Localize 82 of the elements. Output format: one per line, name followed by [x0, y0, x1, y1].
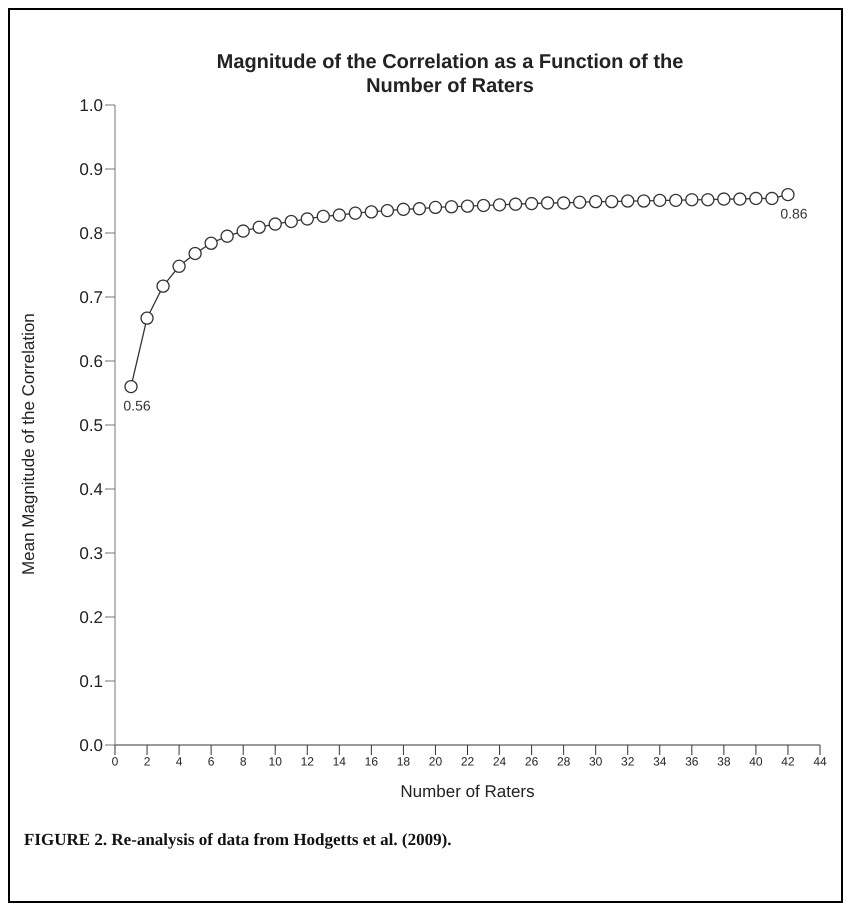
x-tick-label: 18	[396, 754, 410, 769]
point	[476, 198, 490, 212]
point	[669, 194, 682, 208]
point	[556, 196, 570, 210]
point	[733, 192, 747, 206]
point	[605, 194, 618, 208]
x-tick-label: 36	[685, 754, 699, 769]
y-tick-label: 0.8	[79, 224, 103, 244]
point	[156, 279, 170, 293]
x-axis-title: Number of Raters	[400, 782, 535, 801]
point	[749, 192, 763, 206]
point	[460, 199, 474, 213]
point	[332, 208, 346, 222]
x-tick-label: 2	[144, 754, 151, 769]
y-axis-title: Mean Magnitude of the Correlation	[19, 313, 38, 575]
point	[380, 204, 394, 218]
point	[140, 311, 154, 325]
point	[412, 202, 426, 216]
point	[573, 196, 586, 209]
x-tick-label: 12	[300, 754, 314, 769]
x-tick-label: 0	[112, 754, 119, 769]
point	[188, 246, 202, 260]
x-tick-label: 32	[621, 754, 635, 769]
chart-title: Magnitude of the Correlation as a Function of the Number of Raters	[216, 50, 684, 98]
x-tick-label: 26	[524, 754, 539, 769]
x-tick-label: 38	[717, 754, 731, 769]
point	[316, 210, 330, 224]
point	[765, 192, 779, 206]
point	[540, 196, 554, 210]
y-tick-label: 0.4	[79, 480, 103, 500]
y-tick-label: 0.2	[79, 608, 103, 628]
x-tick-label: 10	[268, 754, 282, 769]
point	[172, 260, 186, 273]
point	[428, 200, 442, 214]
point	[524, 196, 538, 210]
y-tick-label: 1.0	[79, 96, 103, 116]
x-tick-label: 30	[589, 754, 603, 769]
point	[284, 214, 298, 228]
x-tick-label: 16	[364, 754, 378, 769]
x-tick-label: 44	[813, 754, 827, 769]
point	[653, 194, 666, 208]
x-tick-label: 8	[240, 754, 247, 769]
y-tick-label: 0.1	[79, 672, 103, 692]
point	[621, 194, 634, 208]
point	[300, 212, 314, 226]
y-tick-label: 0.9	[79, 160, 103, 180]
x-tick-label: 4	[176, 754, 183, 769]
point	[701, 193, 714, 206]
data-label: 0.56	[123, 398, 151, 414]
point	[589, 194, 602, 208]
point	[204, 236, 218, 250]
point	[492, 198, 506, 212]
x-tick-label: 14	[332, 754, 346, 769]
point	[236, 224, 250, 238]
y-tick-label: 0.6	[79, 352, 103, 372]
point	[444, 200, 458, 214]
y-tick-label: 0.5	[79, 416, 103, 436]
x-tick-label: 22	[460, 754, 474, 769]
y-tick-label: 0.0	[79, 736, 103, 756]
point	[252, 220, 266, 234]
y-tick-label: 0.3	[79, 544, 103, 564]
point	[348, 206, 362, 220]
x-tick-label: 28	[556, 754, 571, 769]
y-tick-label: 0.7	[79, 288, 103, 308]
point	[220, 230, 234, 243]
x-tick-label: 24	[492, 754, 507, 769]
point	[124, 380, 138, 394]
point	[637, 194, 650, 208]
point	[717, 192, 731, 206]
x-tick-label: 42	[781, 754, 795, 769]
point	[781, 188, 795, 202]
point	[685, 193, 698, 206]
x-tick-label: 40	[749, 754, 763, 769]
data-label: 0.86	[780, 206, 808, 222]
point	[364, 205, 378, 219]
x-tick-label: 34	[653, 754, 667, 769]
point	[396, 202, 410, 216]
x-tick-label: 20	[428, 754, 442, 769]
point	[268, 217, 282, 231]
caption: FIGURE 2. Re-analysis of data from Hodgetts et al. (2009).	[24, 830, 452, 850]
x-tick-label: 6	[208, 754, 215, 769]
point	[508, 198, 522, 211]
